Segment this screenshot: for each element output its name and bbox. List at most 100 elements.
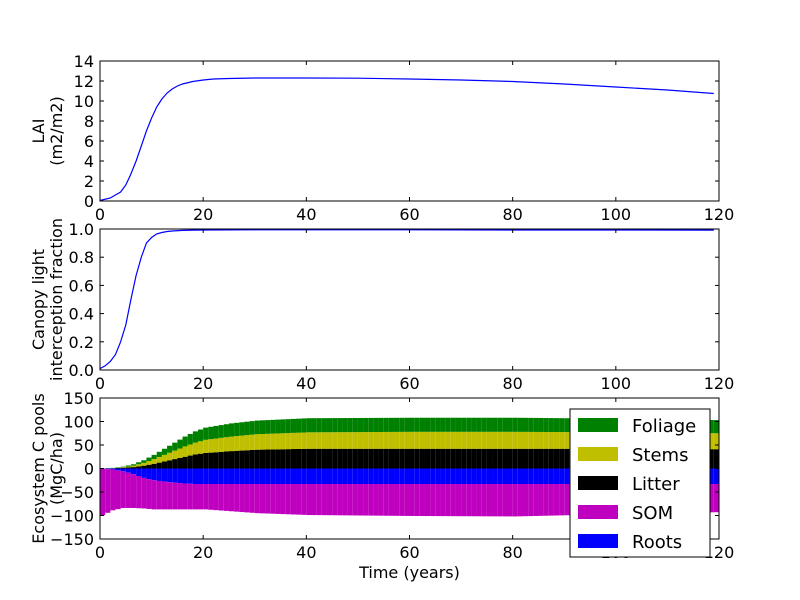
bar-litter (213, 452, 219, 469)
bar-foliage (228, 423, 235, 437)
y-tick-label: −100 (50, 507, 94, 526)
bar-stems (357, 432, 364, 449)
bar-stems (352, 432, 358, 449)
bar-som (399, 484, 405, 516)
bar-som (394, 484, 400, 516)
bar-foliage (290, 418, 297, 433)
bar-roots (259, 468, 266, 485)
bar-stems (440, 431, 446, 449)
bar-stems (512, 431, 518, 449)
bar-stems (301, 432, 307, 449)
bar-stems (306, 432, 312, 449)
bar-som (172, 482, 178, 510)
bar-roots (249, 468, 255, 485)
bar-stems (404, 431, 410, 449)
bar-stems (265, 433, 271, 450)
bar-som (445, 484, 451, 517)
bar-stems (177, 448, 183, 458)
bar-foliage (492, 417, 498, 432)
bar-litter (373, 448, 379, 469)
bar-foliage (332, 418, 338, 433)
x-tick-label: 40 (296, 374, 316, 393)
bar-roots (136, 468, 142, 477)
bar-foliage (352, 418, 358, 433)
bar-stems (481, 431, 487, 449)
bar-litter (507, 448, 513, 469)
bar-som (326, 484, 333, 516)
bar-foliage (435, 417, 441, 432)
bar-roots (497, 468, 503, 485)
bar-litter (461, 448, 467, 469)
bar-som (213, 484, 219, 511)
bar-litter (198, 453, 204, 469)
bar-stems (471, 431, 477, 449)
bar-foliage (161, 448, 168, 455)
bar-roots (471, 468, 477, 485)
bar-roots (239, 468, 245, 485)
bar-stems (409, 431, 415, 449)
bar-som (553, 484, 560, 516)
bar-som (161, 481, 168, 510)
bar-som (404, 484, 410, 516)
bar-litter (450, 448, 456, 469)
x-tick-label: 80 (502, 205, 522, 224)
bar-litter (234, 450, 240, 469)
bar-som (141, 477, 147, 509)
bar-foliage (378, 417, 384, 432)
bar-litter (337, 448, 343, 469)
bar-stems (373, 432, 379, 449)
bar-stems (130, 465, 137, 468)
bar-stems (528, 431, 534, 449)
bar-litter (424, 448, 431, 469)
bar-som (120, 471, 126, 508)
bar-roots (440, 468, 446, 485)
bar-litter (455, 448, 462, 469)
bar-roots (321, 468, 327, 485)
bar-som (290, 484, 297, 515)
bar-som (249, 484, 255, 513)
bar-foliage (548, 418, 554, 433)
bar-stems (553, 432, 560, 449)
bar-foliage (347, 418, 353, 433)
bar-stems (517, 431, 523, 449)
bar-roots (182, 468, 188, 484)
bar-foliage (419, 417, 425, 432)
bar-litter (187, 455, 193, 469)
y-tick-label: 2 (84, 172, 94, 191)
bar-litter (249, 449, 255, 469)
bar-foliage (512, 417, 518, 432)
bar-roots (306, 468, 312, 485)
bar-litter (553, 448, 560, 469)
bar-stems (259, 434, 266, 450)
bar-stems (156, 456, 162, 463)
bar-som (713, 484, 719, 513)
bar-som (223, 484, 229, 511)
bar-litter (394, 448, 400, 469)
bar-foliage (440, 417, 446, 432)
bar-stems (249, 434, 255, 450)
bar-stems (502, 431, 508, 449)
bar-stems (285, 433, 291, 450)
bar-stems (311, 432, 317, 449)
x-tick-label: 80 (502, 374, 522, 393)
bar-roots (301, 468, 307, 485)
bar-stems (198, 441, 204, 454)
bar-roots (203, 468, 209, 485)
bar-litter (254, 449, 260, 469)
bar-foliage (404, 417, 410, 432)
bar-som (507, 484, 513, 517)
bar-roots (285, 468, 291, 485)
bar-som (419, 484, 425, 517)
bar-stems (466, 431, 472, 449)
bar-foliage (507, 417, 513, 432)
x-tick-label: 60 (399, 205, 419, 224)
bar-foliage (136, 462, 142, 465)
bar-foliage (182, 436, 188, 447)
bar-stems (388, 431, 395, 449)
bar-roots (172, 468, 178, 483)
bar-som (461, 484, 467, 517)
x-tick-label: 0 (95, 374, 105, 393)
y-tick-label: 10 (74, 92, 94, 111)
bar-som (301, 484, 307, 515)
bar-som (192, 484, 199, 510)
